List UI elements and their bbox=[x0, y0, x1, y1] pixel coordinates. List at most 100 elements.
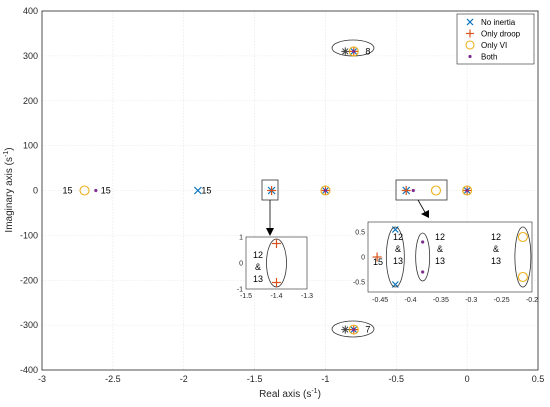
inset-right-ellipse-1 bbox=[385, 226, 405, 288]
inset-left-label-1: & bbox=[255, 262, 261, 272]
inset-left: -1.5 -1.4 -1.3 1 0 -1 12 & 13 bbox=[237, 235, 313, 301]
marker-circle-2-2 bbox=[430, 185, 442, 196]
inset-right-plus-a bbox=[372, 252, 382, 262]
inset-left-point-0 bbox=[272, 239, 281, 248]
inset-right-x-tick-4: -0.25 bbox=[494, 297, 510, 304]
y-tick-label-3: 100 bbox=[23, 141, 38, 151]
y-tick-label-5: -100 bbox=[20, 230, 38, 240]
marker-dot-3-4 bbox=[352, 328, 356, 332]
y-axis-ticks: 400 300 200 100 0 -100 -200 -300 -400 bbox=[20, 6, 38, 375]
inset-right-y-tick-0: 0.5 bbox=[355, 230, 365, 237]
legend-marker-2 bbox=[465, 40, 475, 50]
inset-right-group-1-label-2: 13 bbox=[435, 256, 445, 266]
inset-right-dot-1 bbox=[421, 270, 425, 274]
inset-left-x-tick-1: -1.4 bbox=[270, 293, 282, 300]
marker-dot-3-0 bbox=[94, 188, 98, 193]
annotation-4: 7 bbox=[365, 325, 370, 335]
inset-right-group-2-label-2: 13 bbox=[491, 256, 501, 266]
x-tick-label-6: 0 bbox=[465, 374, 470, 384]
legend-label-3: Both bbox=[481, 53, 497, 62]
zoom-arrowhead-right bbox=[421, 210, 429, 218]
inset-left-x-tick-2: -1.3 bbox=[301, 293, 313, 300]
inset-right-circle-1 bbox=[517, 271, 528, 283]
x-tick-label-2: -2 bbox=[180, 374, 188, 384]
x-tick-label-3: -1.5 bbox=[247, 374, 263, 384]
highlight-ellipse-bottom bbox=[331, 320, 375, 338]
marker-circle-2-1 bbox=[320, 185, 331, 196]
legend-label-1: Only droop bbox=[481, 30, 521, 39]
data-points bbox=[79, 46, 473, 335]
y-axis-label: Imaginary axis (s-1) bbox=[3, 147, 15, 232]
legend-marker-1 bbox=[466, 29, 474, 38]
annotation-1: 15 bbox=[101, 186, 111, 196]
inset-left-label-0: 12 bbox=[253, 250, 263, 260]
inset-right-group-1-label-1: & bbox=[437, 244, 443, 254]
marker-circle-2-3 bbox=[348, 46, 359, 57]
annotation-2: 15 bbox=[201, 186, 211, 196]
legend-marker-0 bbox=[466, 18, 474, 26]
inset-left-y-tick-2: -1 bbox=[237, 287, 243, 294]
marker-dot-3-3 bbox=[352, 49, 356, 53]
inset-right-dot-0 bbox=[421, 240, 425, 244]
inset-right-x-tick-0: -0.45 bbox=[372, 297, 388, 304]
y-tick-label-2: 200 bbox=[23, 96, 38, 106]
inset-right-group-0-label-2: 13 bbox=[393, 256, 403, 266]
marker-x-0-0 bbox=[193, 186, 202, 195]
inset-left-point-1 bbox=[272, 278, 281, 287]
marker-plus-1-2 bbox=[401, 186, 411, 195]
x-tick-label-1: -2.5 bbox=[105, 374, 121, 384]
x-tick-label-0: -3 bbox=[38, 374, 46, 384]
x-tick-label-7: 0.5 bbox=[532, 374, 545, 384]
y-tick-label-7: -300 bbox=[20, 320, 38, 330]
inset-right-circle-0 bbox=[517, 231, 528, 243]
inset-left-x-tick-0: -1.5 bbox=[240, 293, 252, 300]
star-marker-1 bbox=[341, 325, 350, 334]
inset-left-y-tick-0: 1 bbox=[239, 235, 243, 242]
inset-right-group-1-label-0: 12 bbox=[435, 232, 445, 242]
inset-right-group-0-label-0: 12 bbox=[393, 232, 403, 242]
y-tick-label-1: 300 bbox=[23, 51, 38, 61]
inset-right-x-tick-3: -0.3 bbox=[465, 297, 477, 304]
x-tick-label-4: -1 bbox=[321, 374, 329, 384]
zoom-arrowhead-left bbox=[266, 228, 274, 236]
plot-frame bbox=[41, 10, 539, 371]
x-tick-label-5: -0.5 bbox=[389, 374, 405, 384]
marker-circle-2-4 bbox=[348, 324, 359, 335]
inset-right-y-tick-1: 0 bbox=[361, 255, 365, 262]
inset-right-ellipse-2 bbox=[415, 232, 431, 282]
marker-circle-2-0 bbox=[79, 185, 90, 196]
inset-left-y-tick-1: 0 bbox=[239, 261, 243, 268]
inset-right-group-2-label-1: & bbox=[493, 244, 499, 254]
marker-circle-2-5 bbox=[462, 185, 473, 196]
inset-right-x-tick-5: -0.2 bbox=[526, 297, 538, 304]
inset-left-label-2: 13 bbox=[253, 274, 263, 284]
marker-dot-3-5 bbox=[465, 188, 469, 193]
inset-right-group-2-label-0: 12 bbox=[491, 232, 501, 242]
inset-right-x-tick-2: -0.35 bbox=[433, 297, 449, 304]
y-tick-label-0: 400 bbox=[23, 6, 38, 16]
marker-dot-3-2 bbox=[411, 188, 415, 193]
legend-marker-3 bbox=[468, 54, 472, 59]
marker-plus-1-0 bbox=[267, 186, 277, 195]
inset-right-group-0-label-1: & bbox=[395, 244, 401, 254]
inset-right-ellipse-3 bbox=[514, 226, 532, 288]
inset-right-y-tick-2: -0.5 bbox=[353, 280, 365, 287]
zoom-arrow-right bbox=[417, 199, 427, 215]
annotation-0: 15 bbox=[63, 186, 73, 196]
marker-dot-3-1 bbox=[323, 188, 328, 193]
x-axis-ticks: -3 -2.5 -2 -1.5 -1 -0.5 0 0.5 bbox=[38, 374, 544, 384]
star-marker-0 bbox=[341, 47, 350, 56]
zoom-box-right bbox=[395, 179, 448, 201]
inset-right: -0.45 -0.4 -0.35 -0.3 -0.25 -0.2 0.5 0 -0.5 15 12 &… bbox=[353, 221, 538, 304]
y-tick-label-8: -400 bbox=[20, 365, 38, 375]
legend-label-2: Only VI bbox=[481, 41, 507, 50]
annotation-3: 8 bbox=[365, 46, 370, 56]
point-annotations: 15 15 15 8 7 bbox=[63, 46, 371, 334]
y-tick-label-6: -200 bbox=[20, 275, 38, 285]
legend: No inertia Only droop Only VI Both bbox=[456, 13, 535, 65]
legend-label-0: No inertia bbox=[481, 18, 516, 27]
y-tick-label-4: 0 bbox=[33, 186, 38, 196]
inset-right-label-15: 15 bbox=[373, 257, 383, 267]
x-axis-label: Real axis (s-1) bbox=[259, 388, 321, 400]
